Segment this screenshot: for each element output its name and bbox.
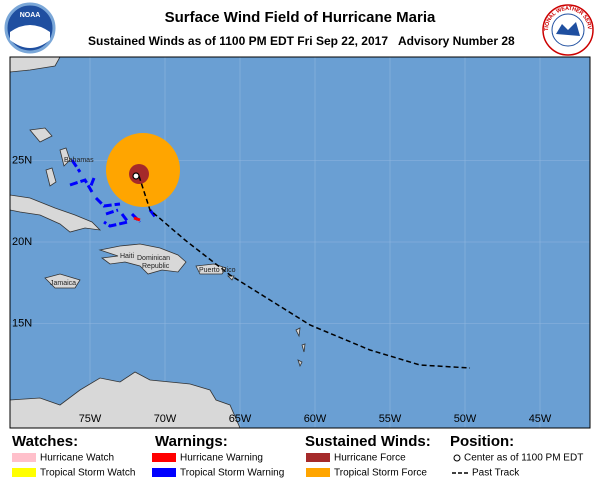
hurricane-force-area: [129, 164, 149, 184]
advisory: Advisory Number 28: [398, 34, 515, 48]
legend: Watches: Hurricane Watch Tropical Storm …: [12, 433, 583, 479]
place-label: Dominican: [137, 255, 170, 262]
legend-heading: Sustained Winds:: [305, 433, 431, 450]
subtitle: Sustained Winds as of 1100 PM EDT Fri Se…: [88, 34, 388, 48]
legend-heading: Warnings:: [155, 433, 228, 450]
swatch: [152, 468, 176, 477]
lon-label: 60W: [304, 413, 327, 425]
lon-label: 75W: [79, 413, 102, 425]
swatch: [306, 453, 330, 462]
place-label: Puerto Rico: [199, 267, 236, 274]
legend-heading: Position:: [450, 433, 514, 450]
past-track: [138, 175, 471, 369]
place-label: Republic: [142, 263, 170, 270]
logo-text: NOAA: [20, 12, 41, 19]
place-label: Jamaica: [50, 280, 76, 287]
map-frame: [9, 56, 591, 429]
ocean: [10, 57, 590, 428]
legend-item: Hurricane Force: [334, 453, 406, 464]
lat-label: 20N: [12, 236, 32, 248]
lon-label: 45W: [529, 413, 552, 425]
land: [10, 57, 306, 428]
noaa-logo: NOAA: [4, 2, 56, 54]
hurricane-warning: [133, 216, 141, 222]
legend-item: Tropical Storm Watch: [40, 468, 135, 479]
place-label: Bahamas: [64, 157, 94, 164]
center-position: [132, 172, 140, 180]
lat-label: 25N: [12, 154, 32, 166]
legend-item: Tropical Storm Force: [334, 468, 427, 479]
legend-heading: Watches:: [12, 433, 78, 450]
swatch: [152, 453, 176, 462]
lat-label: 15N: [12, 317, 32, 329]
lon-label: 50W: [454, 413, 477, 425]
legend-item: Center as of 1100 PM EDT: [464, 453, 583, 464]
lon-label: 55W: [379, 413, 402, 425]
lon-label: 65W: [229, 413, 252, 425]
swatch: [453, 454, 461, 462]
swatch: [12, 453, 36, 462]
legend-item: Tropical Storm Warning: [180, 468, 284, 479]
legend-item: Past Track: [472, 468, 520, 479]
graticule: [10, 57, 590, 428]
swatch: [306, 468, 330, 477]
map: Bahamas Haiti Dominican Republic Puerto …: [9, 56, 591, 429]
lon-label: 70W: [154, 413, 177, 425]
legend-item: Hurricane Warning: [180, 453, 263, 464]
swatch: [12, 468, 36, 477]
place-label: Haiti: [120, 253, 134, 260]
legend-item: Hurricane Watch: [40, 453, 114, 464]
title: Surface Wind Field of Hurricane Maria: [165, 9, 436, 26]
